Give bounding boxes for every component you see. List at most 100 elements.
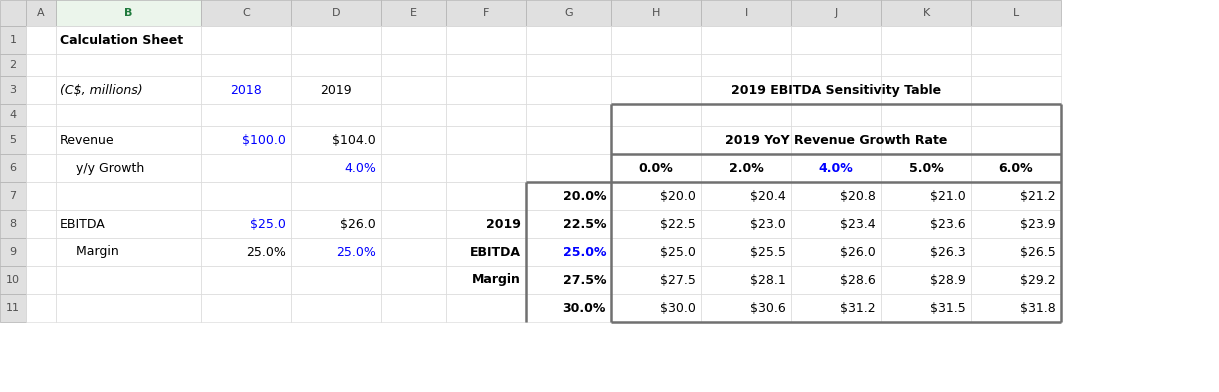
Text: 8: 8 xyxy=(10,219,17,229)
Bar xyxy=(201,76,291,104)
Bar xyxy=(701,0,791,26)
Text: 25.0%: 25.0% xyxy=(246,245,286,258)
Bar xyxy=(291,54,382,76)
Text: $31.8: $31.8 xyxy=(1020,301,1056,314)
Bar xyxy=(791,266,881,294)
Bar xyxy=(611,210,701,238)
Bar xyxy=(26,210,56,238)
Text: 9: 9 xyxy=(10,247,17,257)
Text: 6: 6 xyxy=(10,163,17,173)
Bar xyxy=(881,154,972,182)
Bar xyxy=(291,294,382,322)
Bar xyxy=(0,182,26,210)
Bar xyxy=(446,266,527,294)
Bar xyxy=(446,54,527,76)
Bar xyxy=(701,54,791,76)
Bar xyxy=(0,126,26,154)
Bar xyxy=(201,54,291,76)
Text: Margin: Margin xyxy=(60,245,118,258)
Text: $26.5: $26.5 xyxy=(1020,245,1056,258)
Bar xyxy=(291,76,382,104)
Text: $30.6: $30.6 xyxy=(750,301,786,314)
Text: $26.0: $26.0 xyxy=(840,245,876,258)
Bar xyxy=(701,104,791,126)
Bar xyxy=(0,294,26,322)
Bar xyxy=(527,104,611,126)
Bar xyxy=(26,238,56,266)
Bar xyxy=(527,26,611,54)
Text: F: F xyxy=(483,8,489,18)
Bar xyxy=(291,154,382,182)
Text: $22.5: $22.5 xyxy=(661,218,696,230)
Bar xyxy=(881,294,972,322)
Bar xyxy=(201,238,291,266)
Bar xyxy=(446,154,527,182)
Text: J: J xyxy=(834,8,837,18)
Text: 6.0%: 6.0% xyxy=(998,162,1034,174)
Text: G: G xyxy=(564,8,573,18)
Bar xyxy=(881,26,972,54)
Bar xyxy=(881,182,972,210)
Text: D: D xyxy=(332,8,340,18)
Text: $28.9: $28.9 xyxy=(930,274,965,287)
Bar xyxy=(382,238,446,266)
Text: 2.0%: 2.0% xyxy=(729,162,763,174)
Bar xyxy=(972,182,1061,210)
Bar xyxy=(446,210,527,238)
Bar xyxy=(791,54,881,76)
Bar xyxy=(382,182,446,210)
Bar xyxy=(611,294,701,322)
Bar xyxy=(382,126,446,154)
Bar xyxy=(972,294,1061,322)
Bar xyxy=(791,294,881,322)
Bar xyxy=(527,266,611,294)
Bar xyxy=(701,238,791,266)
Bar xyxy=(56,182,201,210)
Text: 3: 3 xyxy=(10,85,17,95)
Bar xyxy=(972,210,1061,238)
Bar xyxy=(201,104,291,126)
Bar xyxy=(26,182,56,210)
Bar xyxy=(791,104,881,126)
Bar xyxy=(611,104,701,126)
Bar xyxy=(881,266,972,294)
Bar xyxy=(611,182,701,210)
Bar xyxy=(446,238,527,266)
Text: $27.5: $27.5 xyxy=(661,274,696,287)
Bar xyxy=(701,294,791,322)
Text: $26.0: $26.0 xyxy=(340,218,375,230)
Bar xyxy=(527,0,611,26)
Text: $26.3: $26.3 xyxy=(930,245,965,258)
Bar xyxy=(56,266,201,294)
Bar xyxy=(791,0,881,26)
Bar xyxy=(201,154,291,182)
Text: L: L xyxy=(1013,8,1019,18)
Text: $23.6: $23.6 xyxy=(930,218,965,230)
Bar xyxy=(382,154,446,182)
Bar xyxy=(611,26,701,54)
Text: 11: 11 xyxy=(6,303,20,313)
Bar xyxy=(527,54,611,76)
Text: $25.0: $25.0 xyxy=(661,245,696,258)
Bar xyxy=(701,154,791,182)
Bar xyxy=(972,104,1061,126)
Text: 5: 5 xyxy=(10,135,17,145)
Text: C: C xyxy=(243,8,250,18)
Bar xyxy=(881,104,972,126)
Text: 4.0%: 4.0% xyxy=(819,162,853,174)
Bar xyxy=(791,238,881,266)
Bar xyxy=(26,26,56,54)
Text: $28.1: $28.1 xyxy=(750,274,786,287)
Bar xyxy=(26,54,56,76)
Bar xyxy=(201,26,291,54)
Text: 4.0%: 4.0% xyxy=(344,162,375,174)
Bar xyxy=(0,26,26,54)
Bar xyxy=(26,104,56,126)
Bar xyxy=(382,104,446,126)
Text: Margin: Margin xyxy=(472,274,521,287)
Bar xyxy=(527,154,611,182)
Bar xyxy=(56,76,201,104)
Text: $30.0: $30.0 xyxy=(661,301,696,314)
Bar xyxy=(0,0,26,26)
Text: 10: 10 xyxy=(6,275,20,285)
